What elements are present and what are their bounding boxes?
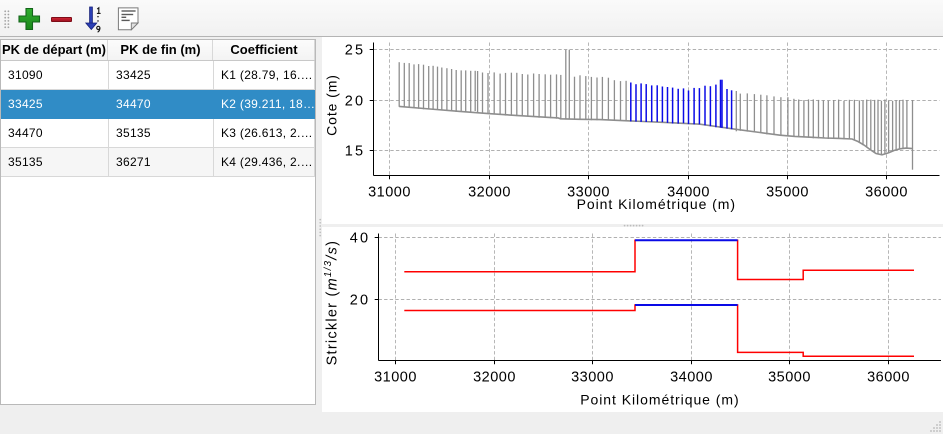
svg-text:31000: 31000 (374, 370, 417, 386)
svg-text:Point Kilométrique (m): Point Kilométrique (m) (580, 391, 739, 407)
svg-text:36000: 36000 (867, 370, 910, 386)
svg-text:35000: 35000 (768, 370, 811, 386)
svg-text:33000: 33000 (567, 185, 610, 201)
svg-text:32000: 32000 (468, 185, 511, 201)
svg-text:34000: 34000 (667, 185, 710, 201)
svg-text:25: 25 (345, 43, 366, 59)
svg-text:40: 40 (350, 231, 371, 247)
svg-text:31000: 31000 (368, 185, 411, 201)
svg-text:Strickler (m1/3/s): Strickler (m1/3/s) (323, 240, 341, 366)
svg-text:33000: 33000 (571, 370, 614, 386)
svg-text:35000: 35000 (766, 185, 809, 201)
svg-text:Cote (m): Cote (m) (324, 74, 340, 136)
svg-text:Point Kilométrique (m): Point Kilométrique (m) (577, 196, 736, 212)
svg-text:36000: 36000 (865, 185, 908, 201)
svg-text:15: 15 (345, 144, 366, 160)
svg-text:34000: 34000 (670, 370, 713, 386)
svg-text:32000: 32000 (473, 370, 516, 386)
svg-text:20: 20 (345, 94, 366, 110)
svg-text:20: 20 (350, 293, 371, 309)
